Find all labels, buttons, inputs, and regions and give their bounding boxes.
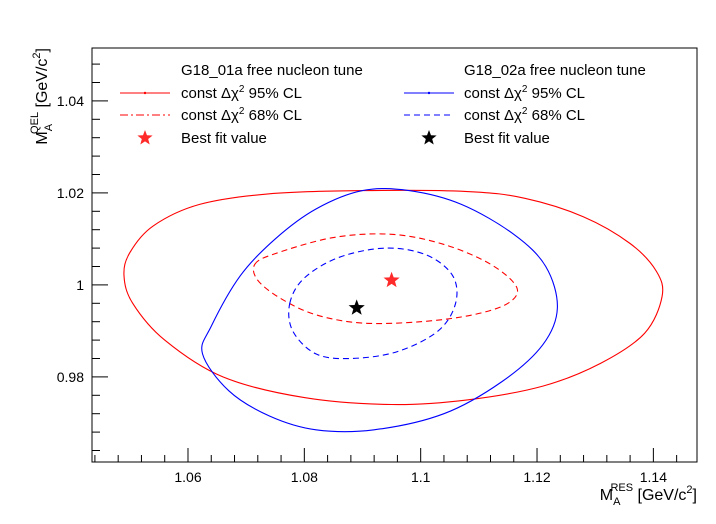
- legend-g18-02a-label-sup: 2: [522, 106, 528, 117]
- axis-titles: MARES [GeV/c2]MAQEL [GeV/c2]: [29, 48, 697, 508]
- g18-02a-contour-95cl: [201, 188, 558, 433]
- x-axis-title-part: 2: [686, 484, 692, 496]
- legend-g18-02a-star-icon: [421, 130, 437, 145]
- x-axis-title-part: [GeV/c: [633, 487, 686, 504]
- y-axis: 0.98 1 1.02 1.04: [57, 63, 108, 451]
- series-layer: [123, 188, 664, 433]
- legend-g18-02a-label-text-end: 68% CL: [527, 107, 585, 124]
- x-axis-title-part: M: [600, 487, 613, 504]
- g18-01a-contour-95cl: [123, 189, 664, 406]
- legend-g18-02a-label: Best fit value: [464, 130, 550, 147]
- x-axis-title-part: RES: [610, 482, 633, 494]
- legend-group-title: G18_01a free nucleon tune: [181, 62, 363, 79]
- y-tick-label: 0.98: [57, 369, 84, 385]
- legend-group-title: G18_02a free nucleon tune: [464, 62, 646, 79]
- x-axis: 1.06 1.08 1.1 1.12 1.14: [94, 448, 678, 485]
- x-tick-label: 1.14: [640, 469, 667, 485]
- x-tick-label: 1.06: [174, 469, 201, 485]
- y-axis-title-part: [GeV/c: [34, 59, 51, 112]
- legend-g18-01a-label-text-end: 68% CL: [244, 107, 302, 124]
- x-tick-label: 1.12: [523, 469, 550, 485]
- y-tick-label: 1: [76, 277, 84, 293]
- y-axis-title-group: MAQEL [GeV/c2]: [29, 48, 55, 145]
- legend-g18-02a-label: const Δχ2 95% CL: [464, 84, 585, 102]
- x-axis-title-part: ]: [693, 487, 697, 504]
- y-tick-label: 1.04: [57, 93, 84, 109]
- legend-g18-01a-line-dot: [143, 91, 147, 95]
- legend-g18-02a-label: const Δχ2 68% CL: [464, 106, 585, 124]
- g18-02a-contour-68cl: [288, 247, 458, 360]
- legend-g18-02a-line-dot: [427, 91, 431, 95]
- legend-g18-01a-label-sup: 2: [239, 106, 245, 117]
- legend-g18-02a-label-text: const Δχ: [464, 107, 522, 124]
- y-axis-title-part: A: [43, 123, 55, 131]
- g18-02a-best-fit-star-icon: [348, 299, 365, 315]
- legend-g18-02a-label-sup: 2: [522, 84, 528, 95]
- legend-g18-02a-label-text-end: 95% CL: [527, 85, 585, 102]
- plot-frame: [91, 47, 698, 463]
- y-axis-title-part: 2: [31, 52, 43, 58]
- plot-area-border: [91, 47, 698, 463]
- legend-g18-01a-label: const Δχ2 95% CL: [181, 84, 302, 102]
- legend-g18-01a-label: const Δχ2 68% CL: [181, 106, 302, 124]
- legend-g18-01a-label-text-end: 95% CL: [244, 85, 302, 102]
- x-axis-title-part: A: [613, 496, 621, 508]
- y-tick-label: 1.02: [57, 185, 84, 201]
- legend-g18-02a-label-text: const Δχ: [464, 85, 522, 102]
- legend-g18-01a-label: Best fit value: [181, 130, 267, 147]
- y-axis-title-part: M: [34, 131, 51, 144]
- legend-g18-01a-label-sup: 2: [239, 84, 245, 95]
- legend-g18-01a-star-icon: [137, 130, 153, 145]
- x-axis-title: MA RES [GeV/c2]: [600, 482, 697, 508]
- best-fit-markers: [348, 271, 400, 315]
- x-tick-label: 1.1: [411, 469, 431, 485]
- g18-01a-best-fit-star-icon: [383, 271, 400, 288]
- y-axis-title-part: QEL: [29, 112, 41, 134]
- x-tick-label: 1.08: [291, 469, 318, 485]
- legend-g18-01a-label-text: const Δχ: [181, 85, 239, 102]
- legend-g18-01a-label-text: const Δχ: [181, 107, 239, 124]
- y-axis-title: MAQEL [GeV/c2]: [29, 48, 55, 145]
- y-axis-title-part: ]: [34, 48, 51, 52]
